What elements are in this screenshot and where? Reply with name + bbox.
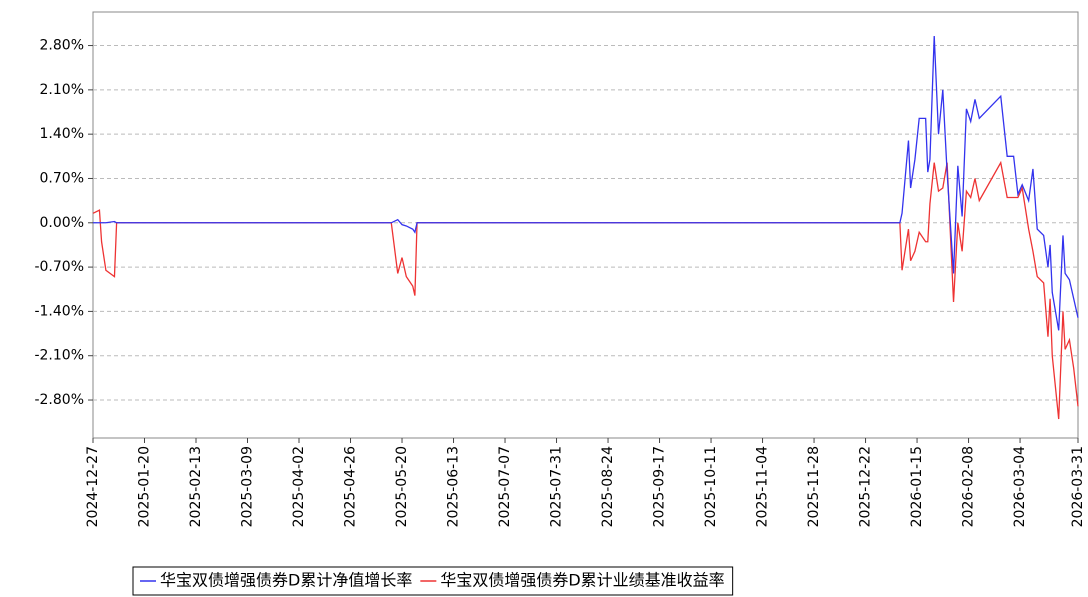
x-tick-label: 2026-01-15 xyxy=(909,446,925,527)
y-tick-label: -0.70% xyxy=(34,259,84,275)
y-tick-label: -2.80% xyxy=(34,392,84,408)
x-tick-label: 2025-12-22 xyxy=(858,446,874,527)
legend-label: 华宝双债增强债券D累计业绩基准收益率 xyxy=(440,571,724,590)
legend-label: 华宝双债增强债券D累计净值增长率 xyxy=(160,571,412,590)
x-tick-label: 2024-12-27 xyxy=(85,446,101,527)
x-tick-label: 2025-03-09 xyxy=(240,446,256,527)
x-tick-label: 2025-04-02 xyxy=(291,446,307,527)
x-tick-label: 2026-03-04 xyxy=(1012,446,1028,527)
x-tick-label: 2025-10-11 xyxy=(703,446,719,527)
x-tick-label: 2025-05-20 xyxy=(394,446,410,527)
data-line xyxy=(93,36,1079,331)
x-tick-label: 2026-02-08 xyxy=(961,446,977,527)
y-tick-label: 0.00% xyxy=(40,215,84,231)
x-tick-label: 2025-06-13 xyxy=(446,446,462,527)
x-tick-label: 2025-02-13 xyxy=(188,446,204,527)
x-tick-label: 2025-08-24 xyxy=(600,446,616,527)
x-tick-label: 2026-03-31 xyxy=(1070,446,1086,527)
x-tick-label: 2025-01-20 xyxy=(137,446,153,527)
x-tick-label: 2025-11-28 xyxy=(806,446,822,527)
y-tick-label: 2.10% xyxy=(40,82,84,98)
y-tick-label: 0.70% xyxy=(40,170,84,186)
x-tick-label: 2025-11-04 xyxy=(755,446,771,527)
x-tick-label: 2025-07-07 xyxy=(497,446,513,527)
plot-area xyxy=(92,11,1079,439)
x-tick-label: 2025-09-17 xyxy=(652,446,668,527)
y-tick-label: -2.10% xyxy=(34,348,84,364)
x-tick-label: 2025-07-31 xyxy=(549,446,565,527)
legend: 华宝双债增强债券D累计净值增长率 华宝双债增强债券D累计业绩基准收益率 xyxy=(132,566,734,596)
y-tick-label: 1.40% xyxy=(40,126,84,142)
y-tick-label: -1.40% xyxy=(34,303,84,319)
x-tick-label: 2025-04-26 xyxy=(343,446,359,527)
y-tick-label: 2.80% xyxy=(40,38,84,54)
